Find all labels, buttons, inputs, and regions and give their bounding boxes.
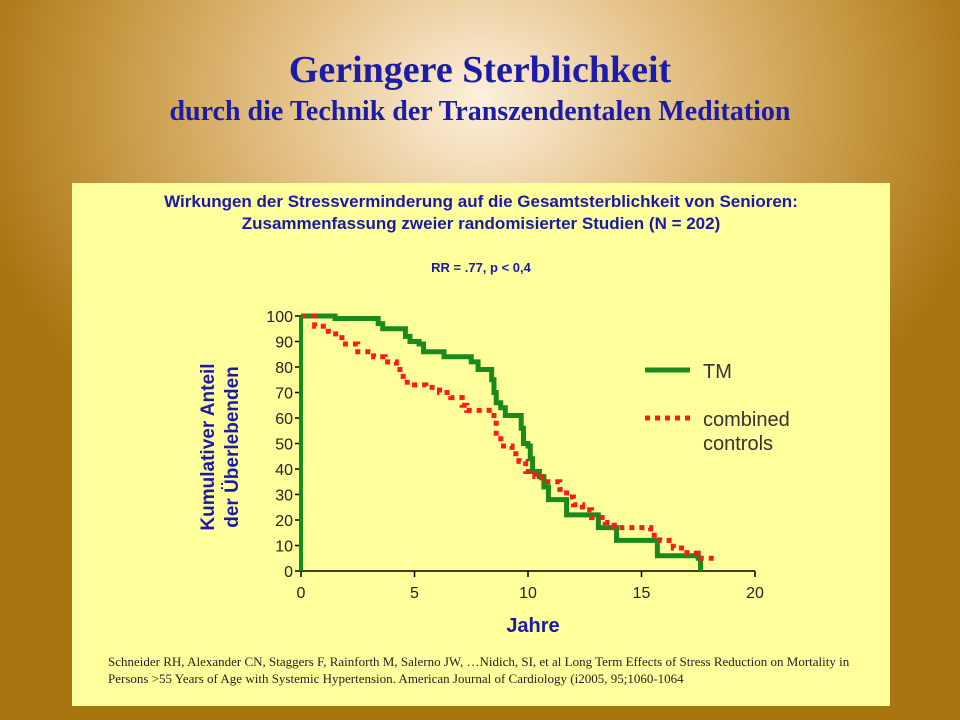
legend-controls-label-2: controls — [703, 433, 773, 455]
y-tick-label: 50 — [275, 437, 293, 454]
panel-heading-1: Wirkungen der Stressverminderung auf die… — [164, 192, 798, 211]
y-tick-label: 70 — [275, 386, 293, 403]
reference-citation: Schneider RH, Alexander CN, Staggers F, … — [108, 654, 850, 686]
y-axis-label-1: Kumulativer Anteil — [198, 363, 219, 530]
y-tick-label: 40 — [275, 462, 293, 479]
y-tick-label: 10 — [275, 539, 293, 556]
y-tick-label: 90 — [275, 335, 293, 352]
panel-heading-2: Zusammenfassung zweier randomisierter St… — [241, 214, 721, 233]
slide-subtitle: durch die Technik der Transzendentalen M… — [169, 96, 791, 127]
stat-text: RR = .77, p < 0,4 — [431, 260, 531, 275]
x-tick-label: 5 — [410, 585, 419, 602]
y-axis-label-2: der Überlebenden — [222, 366, 243, 528]
y-tick-label: 20 — [275, 513, 293, 530]
x-tick-label: 0 — [297, 585, 306, 602]
x-axis-label: Jahre — [506, 615, 559, 637]
y-tick-label: 60 — [275, 411, 293, 428]
slide-title: Geringere Sterblichkeit — [288, 49, 672, 91]
x-tick-label: 15 — [633, 585, 651, 602]
y-tick-label: 100 — [266, 309, 293, 326]
y-tick-label: 30 — [275, 488, 293, 505]
y-tick-label: 80 — [275, 360, 293, 377]
x-tick-label: 10 — [519, 585, 537, 602]
series-tm-line — [301, 313, 704, 571]
x-tick-label: 20 — [746, 585, 764, 602]
legend-tm-label: TM — [703, 361, 732, 383]
legend-controls-label-1: combined — [703, 409, 790, 431]
chart-panel: Wirkungen der Stressverminderung auf die… — [72, 183, 890, 706]
series-controls-line — [301, 313, 717, 561]
y-tick-label: 0 — [284, 564, 293, 581]
